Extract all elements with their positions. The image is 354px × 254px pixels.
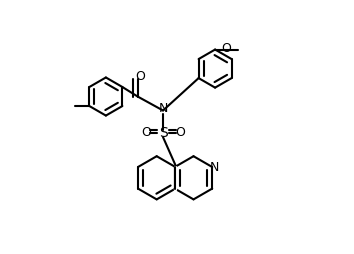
Text: S: S	[159, 126, 167, 140]
Text: O: O	[136, 70, 145, 83]
Text: O: O	[175, 125, 185, 139]
Text: N: N	[210, 161, 219, 173]
Text: N: N	[158, 102, 168, 115]
Text: O: O	[222, 42, 232, 55]
Text: O: O	[141, 125, 151, 139]
